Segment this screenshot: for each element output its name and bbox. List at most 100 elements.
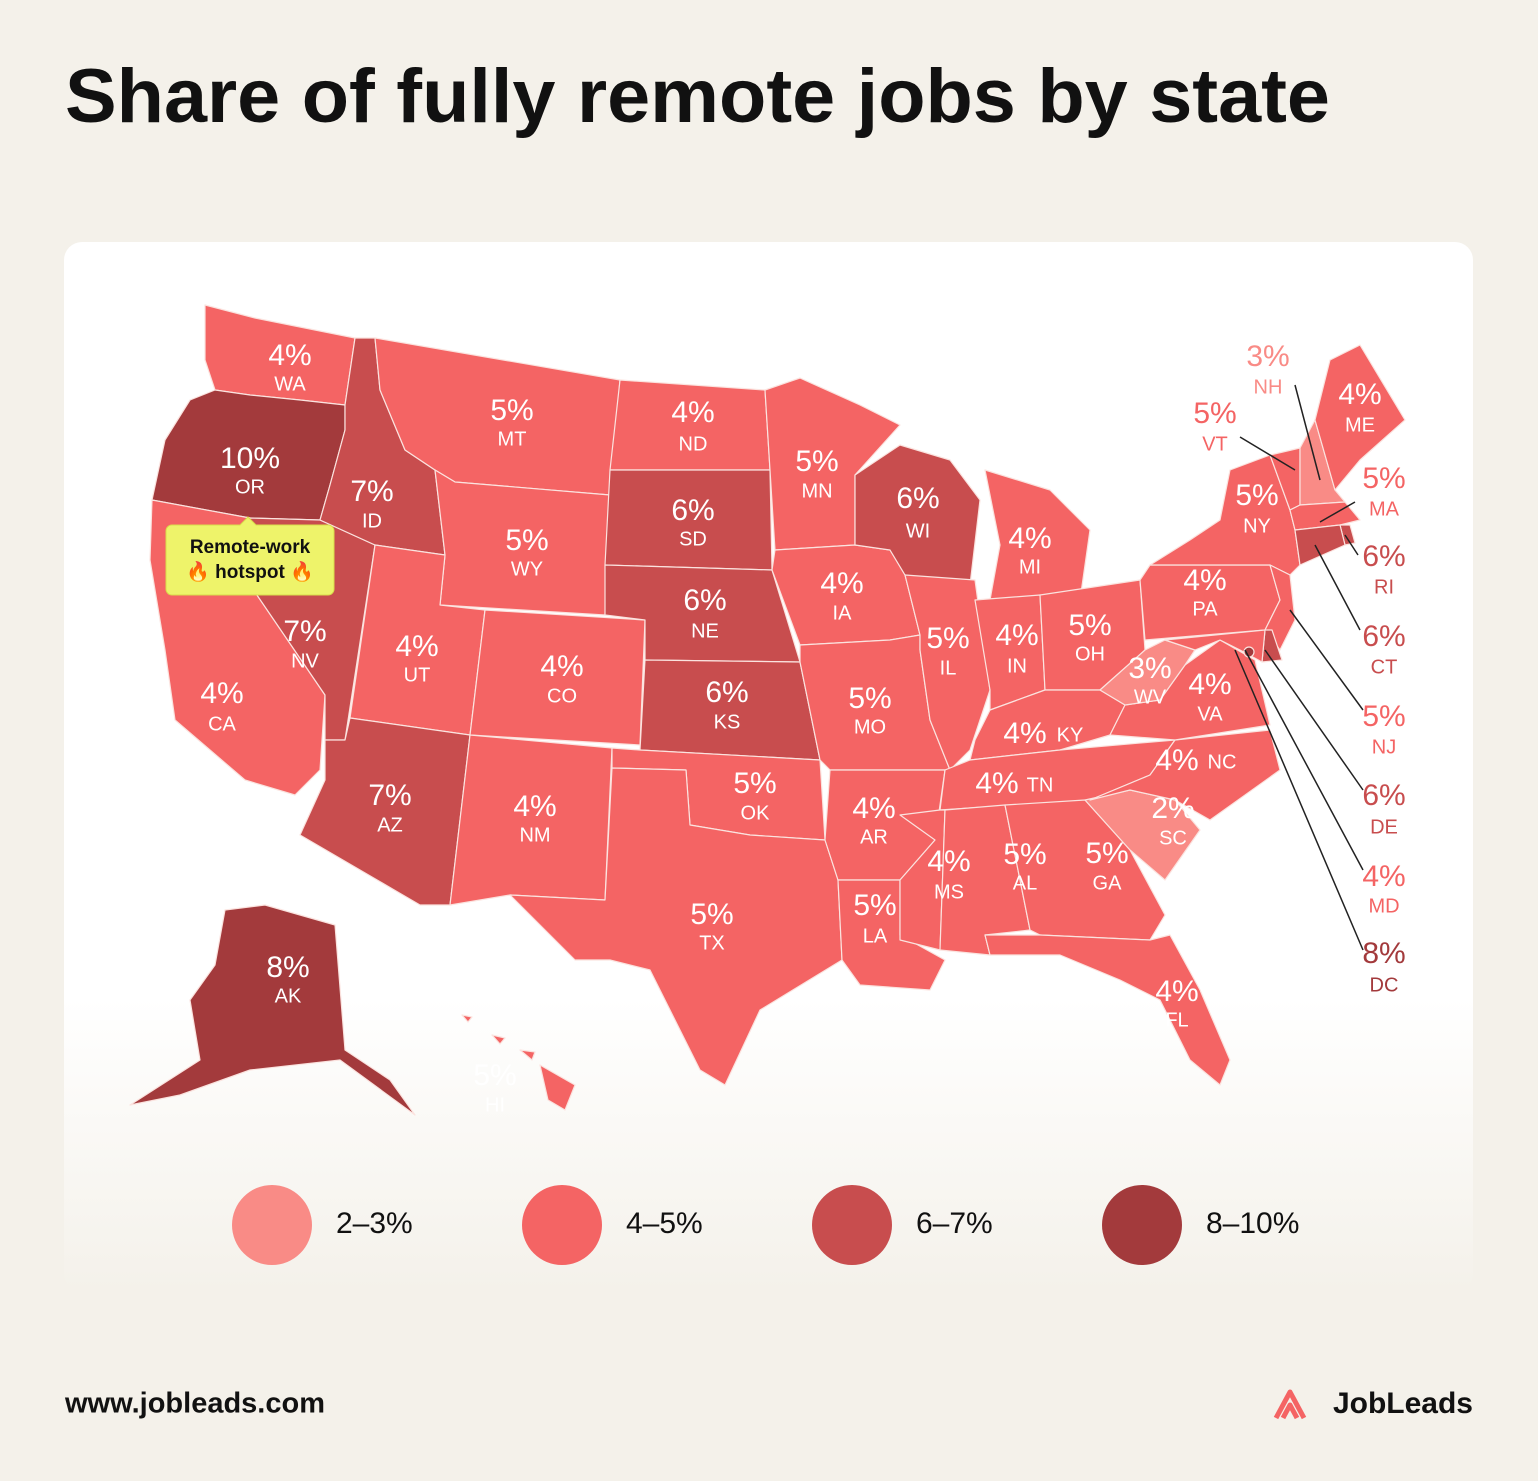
state bbox=[1164, 629, 1266, 663]
state-value-label: 5% bbox=[1003, 838, 1046, 871]
state-value-label: 6% bbox=[1362, 540, 1405, 573]
state-value-label: 6% bbox=[705, 676, 748, 709]
state-abbr-label: MD bbox=[1368, 895, 1399, 917]
state-abbr-label: OH bbox=[1075, 643, 1105, 665]
state bbox=[461, 1014, 576, 1111]
state-value-label: 6% bbox=[683, 584, 726, 617]
leader-line bbox=[1264, 649, 1364, 791]
state-abbr-label: WA bbox=[274, 373, 306, 395]
state-abbr-label: RI bbox=[1374, 576, 1394, 598]
legend-label: 2–3% bbox=[336, 1207, 413, 1240]
state-value-label: 4% bbox=[1338, 378, 1381, 411]
state-abbr-label: MS bbox=[934, 881, 964, 903]
state-abbr-label: FL bbox=[1165, 1009, 1188, 1031]
legend-label: 8–10% bbox=[1206, 1207, 1299, 1240]
state-value-label: 4% bbox=[820, 567, 863, 600]
state-value-label: 5% bbox=[473, 1059, 516, 1092]
state-value-label: 4% bbox=[1183, 564, 1226, 597]
chart-title: Share of fully remote jobs by state bbox=[65, 54, 1330, 139]
state-value-label: 4% bbox=[268, 339, 311, 372]
state-value-label: 4% bbox=[671, 396, 714, 429]
leader-line bbox=[1244, 649, 1364, 871]
state bbox=[1314, 344, 1406, 491]
state-abbr-label: ME bbox=[1345, 414, 1375, 436]
state-value-label: 10% bbox=[220, 442, 280, 475]
legend-label: 4–5% bbox=[626, 1207, 703, 1240]
state-abbr-label: WY bbox=[511, 558, 543, 580]
state-abbr-label: WV bbox=[1134, 686, 1167, 708]
state bbox=[899, 809, 946, 951]
callout-text: 🔥 hotspot 🔥 bbox=[186, 560, 314, 583]
state bbox=[509, 767, 843, 1086]
state-abbr-label: TN bbox=[1027, 774, 1054, 796]
state-value-label: 8% bbox=[266, 951, 309, 984]
state bbox=[1299, 419, 1346, 506]
state-abbr-label: AL bbox=[1013, 872, 1037, 894]
state-abbr-label: OR bbox=[235, 476, 265, 498]
state-abbr-label: ND bbox=[679, 433, 708, 455]
leader-line bbox=[1234, 649, 1364, 951]
state-abbr-label: NY bbox=[1243, 515, 1271, 537]
legend: 2–3% 4–5% 6–7% 8–10% bbox=[232, 1185, 1299, 1265]
state-value-label: 5% bbox=[733, 767, 776, 800]
state-value-label: 5% bbox=[505, 524, 548, 557]
state-abbr-label: NC bbox=[1208, 751, 1237, 773]
state-abbr-label: MT bbox=[498, 428, 527, 450]
state-abbr-label: NV bbox=[291, 650, 319, 672]
state-abbr-label: GA bbox=[1093, 872, 1123, 894]
legend-swatch bbox=[522, 1185, 602, 1265]
state-value-label: 5% bbox=[926, 622, 969, 655]
state-abbr-label: WI bbox=[906, 520, 930, 542]
state-value-label: 6% bbox=[1362, 620, 1405, 653]
state-value-label: 4% bbox=[1008, 522, 1051, 555]
state-abbr-label: IL bbox=[940, 657, 957, 679]
state-value-label: 4% bbox=[1362, 860, 1405, 893]
state-value-label: 5% bbox=[1362, 700, 1405, 733]
state-value-label: 4% bbox=[513, 790, 556, 823]
state bbox=[1089, 729, 1281, 821]
leader-line bbox=[1344, 534, 1359, 556]
state-abbr-label: AZ bbox=[377, 814, 403, 836]
legend-swatch bbox=[232, 1185, 312, 1265]
brand-logo-icon bbox=[1273, 1389, 1307, 1420]
state-value-label: 4% bbox=[1155, 744, 1198, 777]
state bbox=[129, 904, 416, 1116]
state-abbr-label: NH bbox=[1254, 376, 1283, 398]
legend-label: 6–7% bbox=[916, 1207, 993, 1240]
state-abbr-label: UT bbox=[404, 664, 431, 686]
state-value-label: 8% bbox=[1362, 937, 1405, 970]
leader-line bbox=[1314, 544, 1361, 631]
state-abbr-label: TX bbox=[699, 932, 725, 954]
state-value-label: 3% bbox=[1246, 340, 1289, 373]
state-value-label: 5% bbox=[848, 682, 891, 715]
state-value-label: 5% bbox=[1362, 462, 1405, 495]
state-abbr-label: KY bbox=[1057, 724, 1084, 746]
state-value-label: 4% bbox=[395, 630, 438, 663]
state-abbr-label: OK bbox=[741, 802, 771, 824]
state-abbr-label: SD bbox=[679, 528, 707, 550]
state bbox=[1294, 524, 1346, 566]
state-value-label: 4% bbox=[927, 845, 970, 878]
state-value-label: 4% bbox=[200, 677, 243, 710]
state-abbr-label: MO bbox=[854, 716, 886, 738]
state-value-label: 4% bbox=[540, 650, 583, 683]
state-value-label: 5% bbox=[490, 394, 533, 427]
state-abbr-label: ID bbox=[362, 510, 382, 532]
callout-text: Remote-work bbox=[190, 537, 311, 558]
state bbox=[1243, 646, 1255, 658]
state-abbr-label: MA bbox=[1369, 498, 1400, 520]
state-abbr-label: CO bbox=[547, 685, 577, 707]
state-abbr-label: DC bbox=[1370, 974, 1399, 996]
state-abbr-label: MN bbox=[801, 480, 832, 502]
state-abbr-label: VT bbox=[1202, 433, 1228, 455]
state-value-label: 5% bbox=[1068, 609, 1111, 642]
state-abbr-label: IN bbox=[1007, 655, 1027, 677]
state-value-label: 5% bbox=[1085, 837, 1128, 870]
state-value-label: 5% bbox=[795, 445, 838, 478]
state-abbr-label: AR bbox=[860, 826, 888, 848]
state-value-label: 5% bbox=[1235, 479, 1278, 512]
state-abbr-label: DE bbox=[1370, 816, 1398, 838]
state-value-label: 4% bbox=[1155, 975, 1198, 1008]
state-abbr-label: IA bbox=[833, 602, 853, 624]
